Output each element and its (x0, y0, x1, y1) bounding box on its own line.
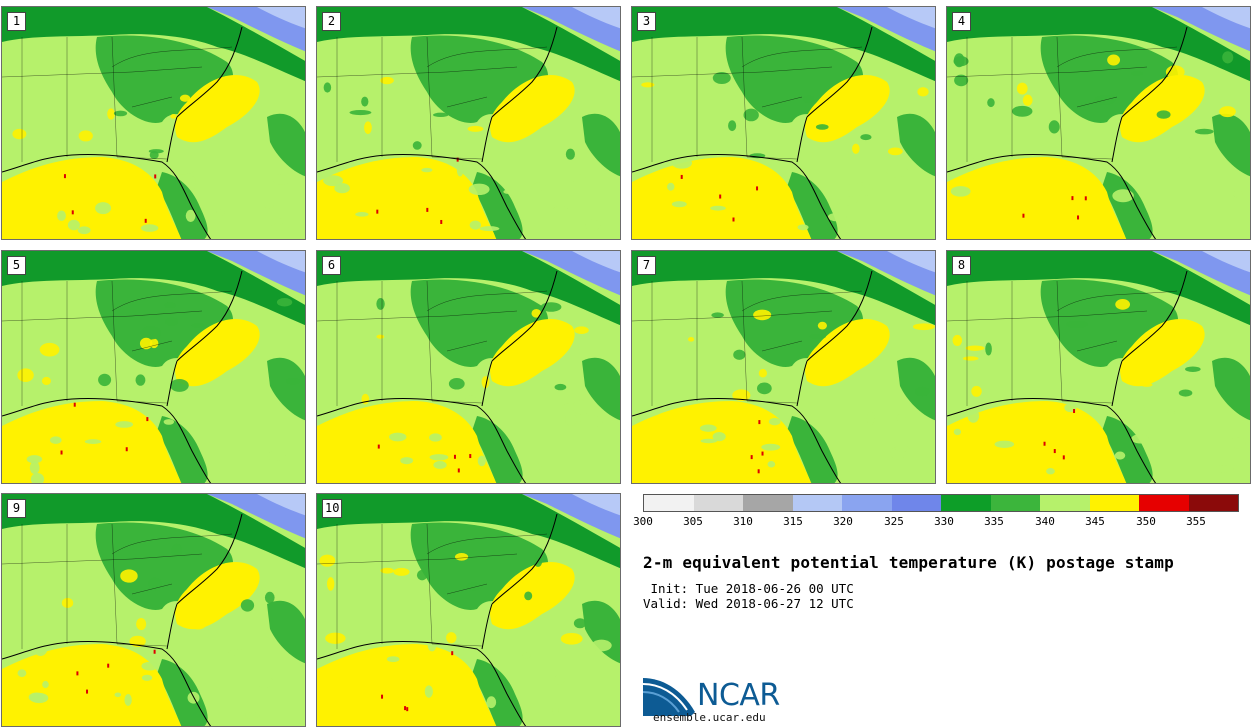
ensemble-member-map-8[interactable]: 8 (946, 250, 1251, 484)
member-number-label: 2 (322, 12, 341, 31)
colorbar-tick-label: 355 (1186, 515, 1206, 528)
member-number-label: 10 (322, 499, 343, 518)
colorbar-box-325 (891, 495, 941, 511)
colorbar-legend: 300 305 310 315 320 325 330 335 340 345 … (633, 494, 1248, 534)
colorbar-tick-label: 335 (984, 515, 1004, 528)
theta-e-field-map (947, 7, 1250, 239)
ncar-swoosh-icon (643, 678, 695, 716)
member-number-label: 9 (7, 499, 26, 518)
colorbar-box-330 (941, 495, 991, 511)
ensemble-member-map-7[interactable]: 7 (631, 250, 936, 484)
theta-e-field-map (2, 7, 305, 239)
member-number-label: 6 (322, 256, 341, 275)
member-number-label: 4 (952, 12, 971, 31)
colorbar-box-355 (1188, 495, 1238, 511)
ensemble-member-map-2[interactable]: 2 (316, 6, 621, 240)
theta-e-field-map (632, 7, 935, 239)
colorbar-box-310 (743, 495, 793, 511)
theta-e-field-map (2, 251, 305, 483)
colorbar-box-335 (990, 495, 1040, 511)
colorbar-boxes (643, 494, 1239, 512)
theta-e-field-map (317, 494, 620, 726)
theta-e-field-map (317, 7, 620, 239)
valid-time: Valid: Wed 2018-06-27 12 UTC (643, 596, 854, 611)
ncar-logo[interactable]: NCAR ensemble.ucar.edu (643, 670, 803, 726)
colorbar-box-315 (792, 495, 842, 511)
ensemble-member-map-3[interactable]: 3 (631, 6, 936, 240)
colorbar-tick-label: 315 (783, 515, 803, 528)
member-number-label: 3 (637, 12, 656, 31)
colorbar-box-350 (1139, 495, 1189, 511)
member-number-label: 1 (7, 12, 26, 31)
theta-e-field-map (947, 251, 1250, 483)
colorbar-tick-label: 330 (934, 515, 954, 528)
colorbar-box-305 (693, 495, 743, 511)
colorbar-tick-label: 310 (733, 515, 753, 528)
colorbar-tick-label: 320 (833, 515, 853, 528)
colorbar-tick-label: 340 (1035, 515, 1055, 528)
theta-e-field-map (317, 251, 620, 483)
logo-wordmark: NCAR (697, 678, 780, 713)
member-number-label: 7 (637, 256, 656, 275)
colorbar-tick-label: 325 (884, 515, 904, 528)
plot-title: 2-m equivalent potential temperature (K)… (643, 553, 1174, 572)
ensemble-member-map-9[interactable]: 9 (1, 493, 306, 727)
theta-e-field-map (2, 494, 305, 726)
colorbar-tick-label: 300 (633, 515, 653, 528)
logo-url: ensemble.ucar.edu (653, 711, 766, 724)
ensemble-member-map-6[interactable]: 6 (316, 250, 621, 484)
member-number-label: 8 (952, 256, 971, 275)
ensemble-member-map-1[interactable]: 1 (1, 6, 306, 240)
colorbar-box-340 (1040, 495, 1090, 511)
colorbar-tick-label: 350 (1136, 515, 1156, 528)
init-time: Init: Tue 2018-06-26 00 UTC (643, 581, 854, 596)
theta-e-field-map (632, 251, 935, 483)
member-number-label: 5 (7, 256, 26, 275)
colorbar-tick-label: 305 (683, 515, 703, 528)
colorbar-tick-label: 345 (1085, 515, 1105, 528)
ensemble-member-map-4[interactable]: 4 (946, 6, 1251, 240)
colorbar-box-300 (644, 495, 694, 511)
ensemble-member-map-5[interactable]: 5 (1, 250, 306, 484)
colorbar-box-345 (1089, 495, 1139, 511)
colorbar-box-320 (842, 495, 892, 511)
ensemble-member-map-10[interactable]: 10 (316, 493, 621, 727)
